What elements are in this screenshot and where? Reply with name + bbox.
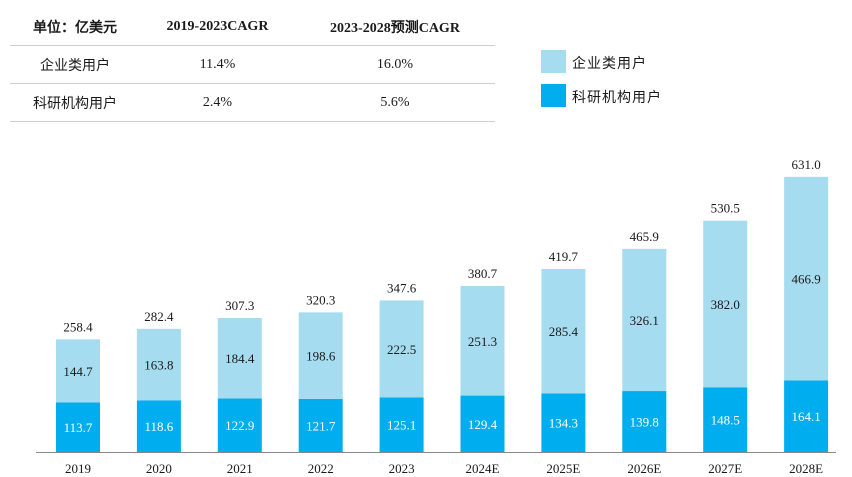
bar-enterprise: [541, 269, 586, 394]
cagr-value-2019-2023: 2.4%: [140, 83, 295, 122]
cagr-table-header-2019-2023: 2019-2023CAGR: [140, 8, 295, 46]
data-label-enterprise: 198.6: [306, 349, 336, 364]
legend-swatch-research: [541, 84, 566, 107]
bar-enterprise: [298, 312, 343, 399]
cagr-value-2023-2028: 5.6%: [295, 83, 495, 122]
cagr-table-header-2023-2028: 2023-2028预测CAGR: [295, 8, 495, 46]
bar-research: [217, 398, 262, 452]
x-tick-label: 2027E: [708, 461, 742, 476]
bar-enterprise: [217, 318, 262, 399]
bar-enterprise: [784, 176, 829, 381]
data-label-enterprise: 144.7: [63, 364, 93, 379]
data-label-research: 129.4: [468, 417, 498, 432]
data-label-enterprise: 163.8: [144, 358, 173, 373]
x-tick-label: 2021: [227, 461, 253, 476]
data-label-total: 307.3: [225, 298, 254, 313]
data-label-enterprise: 251.3: [468, 334, 497, 349]
x-tick-label: 2023: [389, 461, 415, 476]
cagr-row-label: 企业类用户: [10, 45, 140, 84]
bar-research: [56, 402, 100, 452]
bar-research: [541, 393, 586, 452]
bar-enterprise: [136, 328, 181, 401]
cagr-table-header-row: 单位：亿美元 2019-2023CAGR 2023-2028预测CAGR: [10, 8, 495, 46]
cagr-table-row-enterprise: 企业类用户 11.4% 16.0%: [10, 45, 495, 84]
cagr-value-2023-2028: 16.0%: [295, 45, 495, 84]
data-label-total: 631.0: [791, 157, 820, 172]
x-tick-label: 2025E: [546, 461, 580, 476]
x-tick-label: 2026E: [627, 461, 661, 476]
data-label-research: 148.5: [711, 413, 740, 428]
bar-research: [622, 391, 667, 452]
x-tick-label: 2020: [146, 461, 172, 476]
cagr-table-unit-header: 单位：亿美元: [10, 8, 140, 46]
data-label-enterprise: 466.9: [791, 272, 820, 287]
cagr-value-2019-2023: 11.4%: [140, 45, 295, 84]
data-label-total: 258.4: [63, 319, 93, 334]
data-label-research: 139.8: [630, 415, 659, 430]
cagr-table-row-research: 科研机构用户 2.4% 5.6%: [10, 83, 495, 122]
x-tick-label: 2019: [65, 461, 91, 476]
bar-research: [784, 380, 829, 452]
data-label-research: 164.1: [791, 409, 820, 424]
data-label-research: 125.1: [387, 418, 416, 433]
data-label-research: 122.9: [225, 418, 254, 433]
data-label-enterprise: 184.4: [225, 351, 255, 366]
legend-label-research: 科研机构用户: [572, 91, 662, 106]
bar-research: [703, 387, 748, 452]
bar-research: [460, 395, 505, 452]
bar-enterprise: [460, 286, 505, 396]
data-label-total: 347.6: [387, 280, 417, 295]
bar-research: [379, 397, 424, 452]
data-label-research: 121.7: [306, 418, 336, 433]
data-label-total: 465.9: [630, 229, 659, 244]
legend-swatch-enterprise: [541, 50, 566, 73]
data-label-enterprise: 285.4: [549, 324, 579, 339]
data-label-total: 419.7: [549, 249, 579, 264]
bar-enterprise: [56, 339, 100, 403]
x-tick-label: 2028E: [789, 461, 823, 476]
data-label-enterprise: 382.0: [711, 297, 740, 312]
x-tick-label: 2024E: [466, 461, 500, 476]
cagr-table: 单位：亿美元 2019-2023CAGR 2023-2028预测CAGR 企业类…: [10, 8, 495, 122]
data-label-research: 113.7: [64, 420, 93, 435]
data-label-total: 380.7: [468, 266, 498, 281]
data-label-enterprise: 222.5: [387, 342, 416, 357]
data-label-total: 282.4: [144, 309, 174, 324]
data-label-total: 530.5: [711, 201, 740, 216]
bar-enterprise: [379, 300, 424, 398]
bar-research: [298, 398, 343, 452]
cagr-row-label: 科研机构用户: [10, 83, 140, 122]
bar-enterprise: [703, 220, 748, 388]
bar-enterprise: [622, 248, 667, 392]
data-label-research: 134.3: [549, 416, 578, 431]
data-label-research: 118.6: [145, 419, 174, 434]
bar-research: [136, 400, 181, 452]
legend-label-enterprise: 企业类用户: [572, 57, 647, 72]
data-label-total: 320.3: [306, 292, 335, 307]
x-tick-label: 2022: [308, 461, 334, 476]
data-label-enterprise: 326.1: [630, 313, 659, 328]
